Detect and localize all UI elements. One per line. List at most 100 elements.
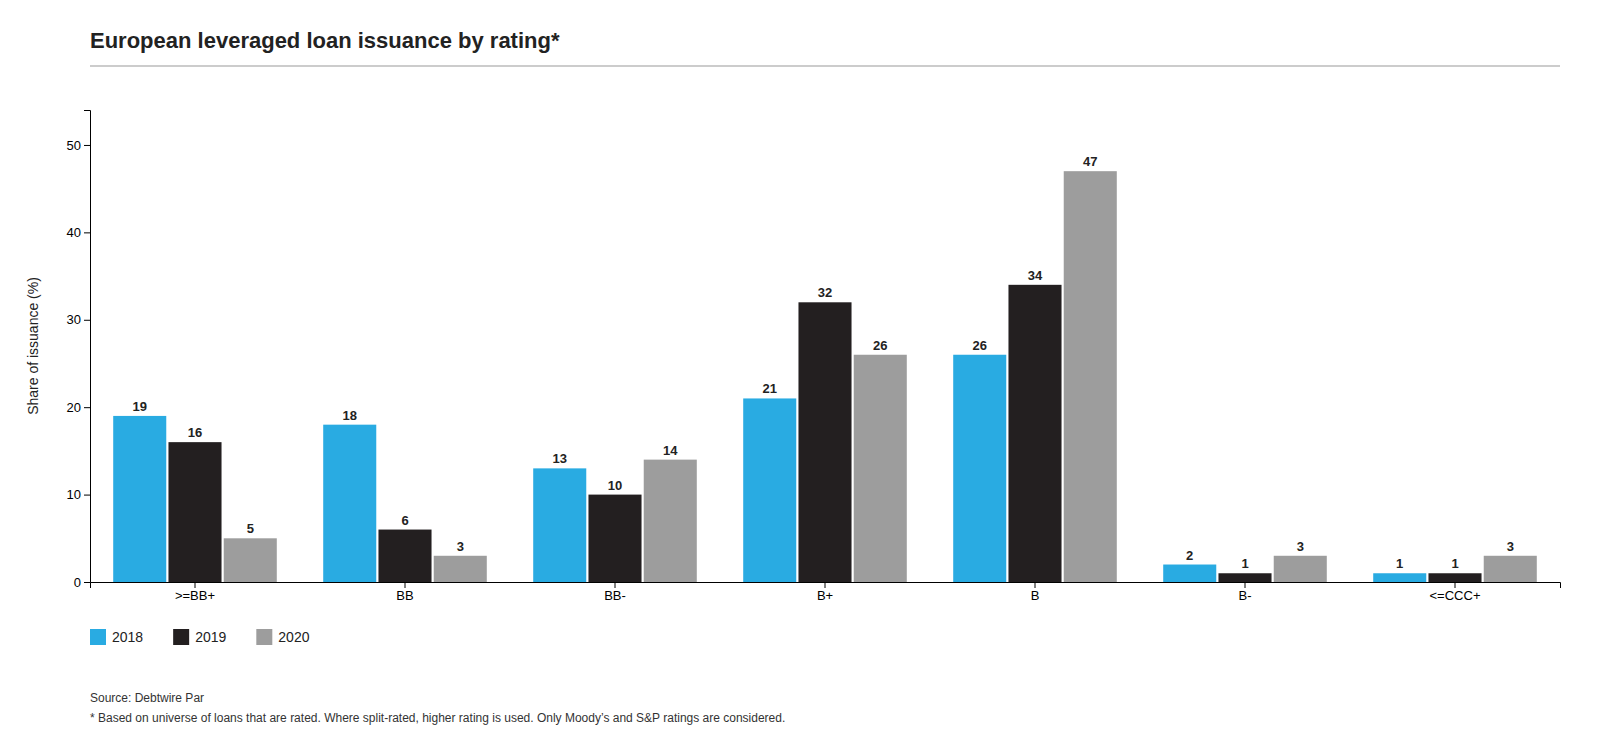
plot: 01020304050Share of issuance (%)>=BB+BBB… bbox=[25, 111, 1561, 604]
chart: European leveraged loan issuance by rati… bbox=[0, 0, 1600, 752]
bar bbox=[113, 416, 166, 582]
x-tick-label: B+ bbox=[817, 588, 833, 603]
data-label: 34 bbox=[1028, 268, 1043, 283]
bar bbox=[1163, 565, 1216, 582]
x-tick: <=CCC+ bbox=[1430, 582, 1481, 603]
data-label: 6 bbox=[401, 513, 408, 528]
data-label: 26 bbox=[973, 338, 987, 353]
data-label: 19 bbox=[133, 399, 147, 414]
y-tick-mark bbox=[84, 407, 90, 408]
legend: 2018 2019 2020 bbox=[90, 629, 310, 645]
y-tick-label: 20 bbox=[67, 400, 81, 415]
legend-item: 2018 bbox=[90, 629, 143, 645]
bar bbox=[378, 530, 431, 582]
data-label: 13 bbox=[553, 451, 567, 466]
bar bbox=[1373, 573, 1426, 582]
legend-label: 2019 bbox=[195, 629, 226, 645]
legend-label: 2020 bbox=[278, 629, 309, 645]
bar bbox=[224, 538, 277, 582]
data-label: 26 bbox=[873, 338, 887, 353]
data-labels: 191813212621166103234115314264733 bbox=[133, 154, 1514, 571]
y-tick: 40 bbox=[67, 225, 90, 240]
data-label: 3 bbox=[1507, 539, 1514, 554]
y-tick-label: 10 bbox=[67, 487, 81, 502]
y-tick: 50 bbox=[67, 138, 90, 153]
annotation: Source: Debtwire Par bbox=[90, 691, 204, 705]
x-tick-mark bbox=[405, 582, 406, 588]
series bbox=[168, 285, 1481, 582]
data-label: 14 bbox=[663, 443, 678, 458]
y-tick: 10 bbox=[67, 487, 90, 502]
bar bbox=[1274, 556, 1327, 582]
x-tick: >=BB+ bbox=[175, 582, 215, 603]
x-tick-mark bbox=[1035, 582, 1036, 588]
y-tick-label: 30 bbox=[67, 312, 81, 327]
x-tick-label: <=CCC+ bbox=[1430, 588, 1481, 603]
bar bbox=[798, 302, 851, 582]
x-tick: B bbox=[1031, 582, 1040, 603]
bar bbox=[1008, 285, 1061, 582]
y-axis-title: Share of issuance (%) bbox=[25, 277, 41, 415]
title-rule bbox=[90, 66, 1560, 67]
bar bbox=[588, 495, 641, 582]
x-tick-label: BB bbox=[396, 588, 413, 603]
y-tick: 30 bbox=[67, 312, 90, 327]
y-tick-mark bbox=[84, 582, 90, 583]
bar bbox=[1064, 171, 1117, 582]
legend-item: 2019 bbox=[173, 629, 226, 645]
x-tick-mark bbox=[825, 582, 826, 588]
series bbox=[224, 171, 1537, 582]
bar bbox=[434, 556, 487, 582]
data-label: 1 bbox=[1241, 556, 1248, 571]
bar bbox=[168, 442, 221, 582]
data-label: 21 bbox=[763, 381, 777, 396]
x-axis-line bbox=[91, 583, 1561, 589]
legend-label: 2018 bbox=[112, 629, 143, 645]
series bbox=[113, 355, 1426, 582]
data-label: 47 bbox=[1083, 154, 1097, 169]
x-tick-label: >=BB+ bbox=[175, 588, 215, 603]
bar bbox=[743, 398, 796, 582]
x-tick-label: BB- bbox=[604, 588, 626, 603]
data-label: 5 bbox=[247, 521, 254, 536]
bars bbox=[113, 171, 1537, 582]
x-tick: B- bbox=[1239, 582, 1252, 603]
y-tick-label: 40 bbox=[67, 225, 81, 240]
y-axis-line bbox=[84, 111, 91, 583]
bar bbox=[533, 468, 586, 582]
data-label: 32 bbox=[818, 285, 832, 300]
y-tick-label: 50 bbox=[67, 138, 81, 153]
y-tick-label: 0 bbox=[74, 575, 81, 590]
annotation: * Based on universe of loans that are ra… bbox=[90, 711, 785, 725]
y-tick-mark bbox=[84, 495, 90, 496]
data-label: 10 bbox=[608, 478, 622, 493]
y-tick-mark bbox=[84, 145, 90, 146]
title: European leveraged loan issuance by rati… bbox=[90, 28, 560, 53]
data-label: 16 bbox=[188, 425, 202, 440]
y-axis: 0 10 20 30 40 50 bbox=[67, 111, 91, 590]
x-tick-mark bbox=[1455, 582, 1456, 588]
bar bbox=[1484, 556, 1537, 582]
bar bbox=[854, 355, 907, 582]
data-label: 3 bbox=[1297, 539, 1304, 554]
x-tick: BB bbox=[396, 582, 413, 603]
x-tick-mark bbox=[195, 582, 196, 588]
x-tick-mark bbox=[615, 582, 616, 588]
bar bbox=[323, 425, 376, 582]
x-tick: BB- bbox=[604, 582, 626, 603]
x-axis: >=BB+BBBB-B+BB-<=CCC+ bbox=[91, 582, 1561, 603]
y-tick: 20 bbox=[67, 400, 90, 415]
x-tick: B+ bbox=[817, 582, 833, 603]
x-tick-label: B bbox=[1031, 588, 1040, 603]
legend-item: 2020 bbox=[256, 629, 309, 645]
legend-swatch bbox=[256, 629, 272, 645]
bar bbox=[953, 355, 1006, 582]
x-tick-mark bbox=[1245, 582, 1246, 588]
legend-swatch bbox=[173, 629, 189, 645]
bar bbox=[1218, 573, 1271, 582]
y-tick-mark bbox=[84, 232, 90, 233]
data-label: 1 bbox=[1451, 556, 1458, 571]
y-tick-mark bbox=[84, 320, 90, 321]
data-label: 1 bbox=[1396, 556, 1403, 571]
bar bbox=[1428, 573, 1481, 582]
